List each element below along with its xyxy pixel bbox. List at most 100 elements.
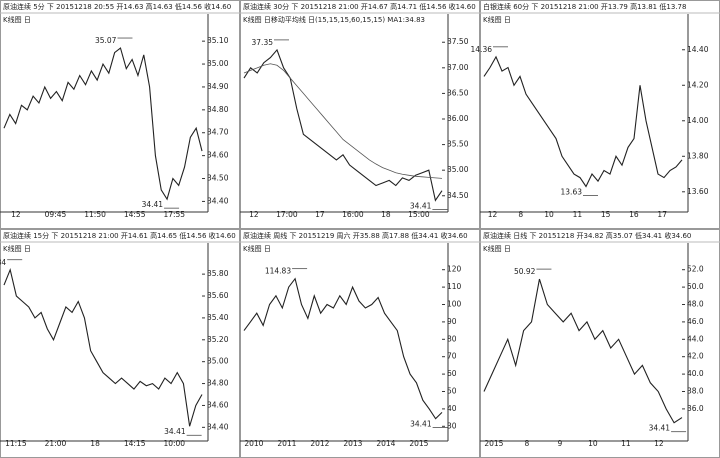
- panel-subtitle: K线图 日: [3, 244, 31, 253]
- y-tick-label: 110: [447, 282, 462, 291]
- annotation: 13.63: [561, 187, 583, 196]
- panel-subtitle: K线图 日: [483, 244, 511, 253]
- y-tick-label: 40.0: [687, 369, 704, 378]
- x-tick-label: 2012: [310, 439, 329, 448]
- panel: [480, 0, 720, 229]
- y-tick-label: 80: [447, 334, 457, 343]
- y-tick-label: 52.0: [687, 265, 704, 274]
- y-tick-label: 35.60: [207, 291, 229, 300]
- x-tick-label: 18: [90, 439, 100, 448]
- y-tick-label: 13.60: [687, 187, 709, 196]
- y-tick-label: 36.50: [447, 88, 469, 97]
- y-tick-label: 35.10: [207, 36, 229, 45]
- annotation: 37.35: [252, 38, 274, 47]
- panel-header: 原油连续 15分 下 20151218 21:00 开14.61 高14.65 …: [3, 231, 236, 240]
- x-tick-label: 11:15: [5, 439, 27, 448]
- x-tick-label: 14:55: [124, 210, 146, 219]
- y-tick-label: 14.40: [687, 45, 709, 54]
- panel: [0, 229, 240, 458]
- y-tick-label: 48.0: [687, 300, 704, 309]
- price-line: [483, 278, 683, 424]
- x-tick-label: 17:55: [163, 210, 185, 219]
- annotation: 34.41: [410, 420, 432, 429]
- y-tick-label: 37.00: [447, 63, 469, 72]
- panel-subtitle: K线图 日: [483, 15, 511, 24]
- y-tick-label: 35.50: [447, 140, 469, 149]
- panel-header: 原油连续 30分 下 20151218 21:00 开14.67 高14.71 …: [243, 2, 476, 11]
- moving-average: [243, 63, 443, 179]
- price-line: [3, 47, 203, 201]
- x-tick-label: 12: [488, 210, 498, 219]
- y-tick-label: 36.0: [687, 404, 704, 413]
- x-tick-label: 11: [621, 439, 631, 448]
- y-tick-label: 42.0: [687, 352, 704, 361]
- price-line: [243, 277, 443, 420]
- panel-header: 原油连续 周线 下 20151219 周六 开35.88 高17.88 低34.…: [243, 231, 468, 240]
- y-tick-label: 34.40: [207, 422, 229, 431]
- y-tick-label: 14.20: [687, 80, 709, 89]
- annotation: 35.84: [0, 258, 6, 267]
- x-tick-label: 15: [601, 210, 611, 219]
- annotation: 35.07: [95, 36, 117, 45]
- y-tick-label: 34.60: [207, 151, 229, 160]
- x-tick-label: 12: [654, 439, 664, 448]
- annotation: 34.41: [410, 201, 432, 210]
- y-tick-label: 35.00: [207, 59, 229, 68]
- y-tick-label: 35.40: [207, 313, 229, 322]
- x-tick-label: 11:50: [84, 210, 106, 219]
- y-tick-label: 35.00: [447, 165, 469, 174]
- x-tick-label: 2015: [484, 439, 503, 448]
- x-tick-label: 11: [573, 210, 583, 219]
- price-line: [483, 55, 683, 188]
- y-tick-label: 34.90: [207, 82, 229, 91]
- y-tick-label: 14.00: [687, 116, 709, 125]
- x-tick-label: 09:45: [45, 210, 67, 219]
- y-tick-label: 34.60: [207, 400, 229, 409]
- x-tick-label: 10:00: [163, 439, 185, 448]
- x-tick-label: 8: [518, 210, 523, 219]
- panel: [240, 0, 480, 229]
- panel: [0, 0, 240, 229]
- x-tick-label: 17: [657, 210, 667, 219]
- annotation: 50.92: [514, 267, 536, 276]
- annotation: 14.36: [471, 45, 493, 54]
- panel-subtitle: K线图 日: [243, 244, 271, 253]
- x-tick-label: 10: [544, 210, 554, 219]
- panel: [480, 229, 720, 458]
- x-tick-label: 16: [629, 210, 639, 219]
- y-tick-label: 34.70: [207, 128, 229, 137]
- y-tick-label: 35.00: [207, 357, 229, 366]
- x-tick-label: 2011: [277, 439, 296, 448]
- panel-subtitle: K线图 日: [3, 15, 31, 24]
- y-tick-label: 37.50: [447, 37, 469, 46]
- y-tick-label: 46.0: [687, 317, 704, 326]
- y-tick-label: 30: [447, 421, 457, 430]
- x-tick-label: 8: [525, 439, 530, 448]
- y-tick-label: 60: [447, 369, 457, 378]
- price-line: [3, 267, 203, 427]
- y-tick-label: 34.50: [447, 191, 469, 200]
- annotation: 114.83: [265, 267, 291, 276]
- price-line: [243, 48, 443, 202]
- x-tick-label: 2013: [343, 439, 362, 448]
- x-tick-label: 21:00: [45, 439, 67, 448]
- x-tick-label: 16:00: [342, 210, 364, 219]
- y-tick-label: 35.20: [207, 335, 229, 344]
- x-tick-label: 12: [249, 210, 259, 219]
- x-tick-label: 12: [11, 210, 21, 219]
- x-tick-label: 15:00: [408, 210, 430, 219]
- panel-subtitle: K线图 日移动平均线 日(15,15,15,60,15,15) MA1:34.8…: [243, 15, 425, 24]
- annotation: 34.41: [649, 424, 671, 433]
- y-tick-label: 100: [447, 300, 462, 309]
- y-tick-label: 120: [447, 265, 462, 274]
- annotation: 34.41: [164, 427, 186, 436]
- y-tick-label: 36.00: [447, 114, 469, 123]
- y-tick-label: 35.80: [207, 269, 229, 278]
- y-tick-label: 34.80: [207, 105, 229, 114]
- y-tick-label: 90: [447, 317, 457, 326]
- panel-header: 原油连续 日线 下 20151218 开34.82 高35.07 低34.41 …: [483, 231, 691, 240]
- x-tick-label: 14:15: [124, 439, 146, 448]
- y-tick-label: 70: [447, 352, 457, 361]
- panel-header: 原油连续 5分 下 20151218 20:55 开14.63 高14.63 低…: [3, 2, 231, 11]
